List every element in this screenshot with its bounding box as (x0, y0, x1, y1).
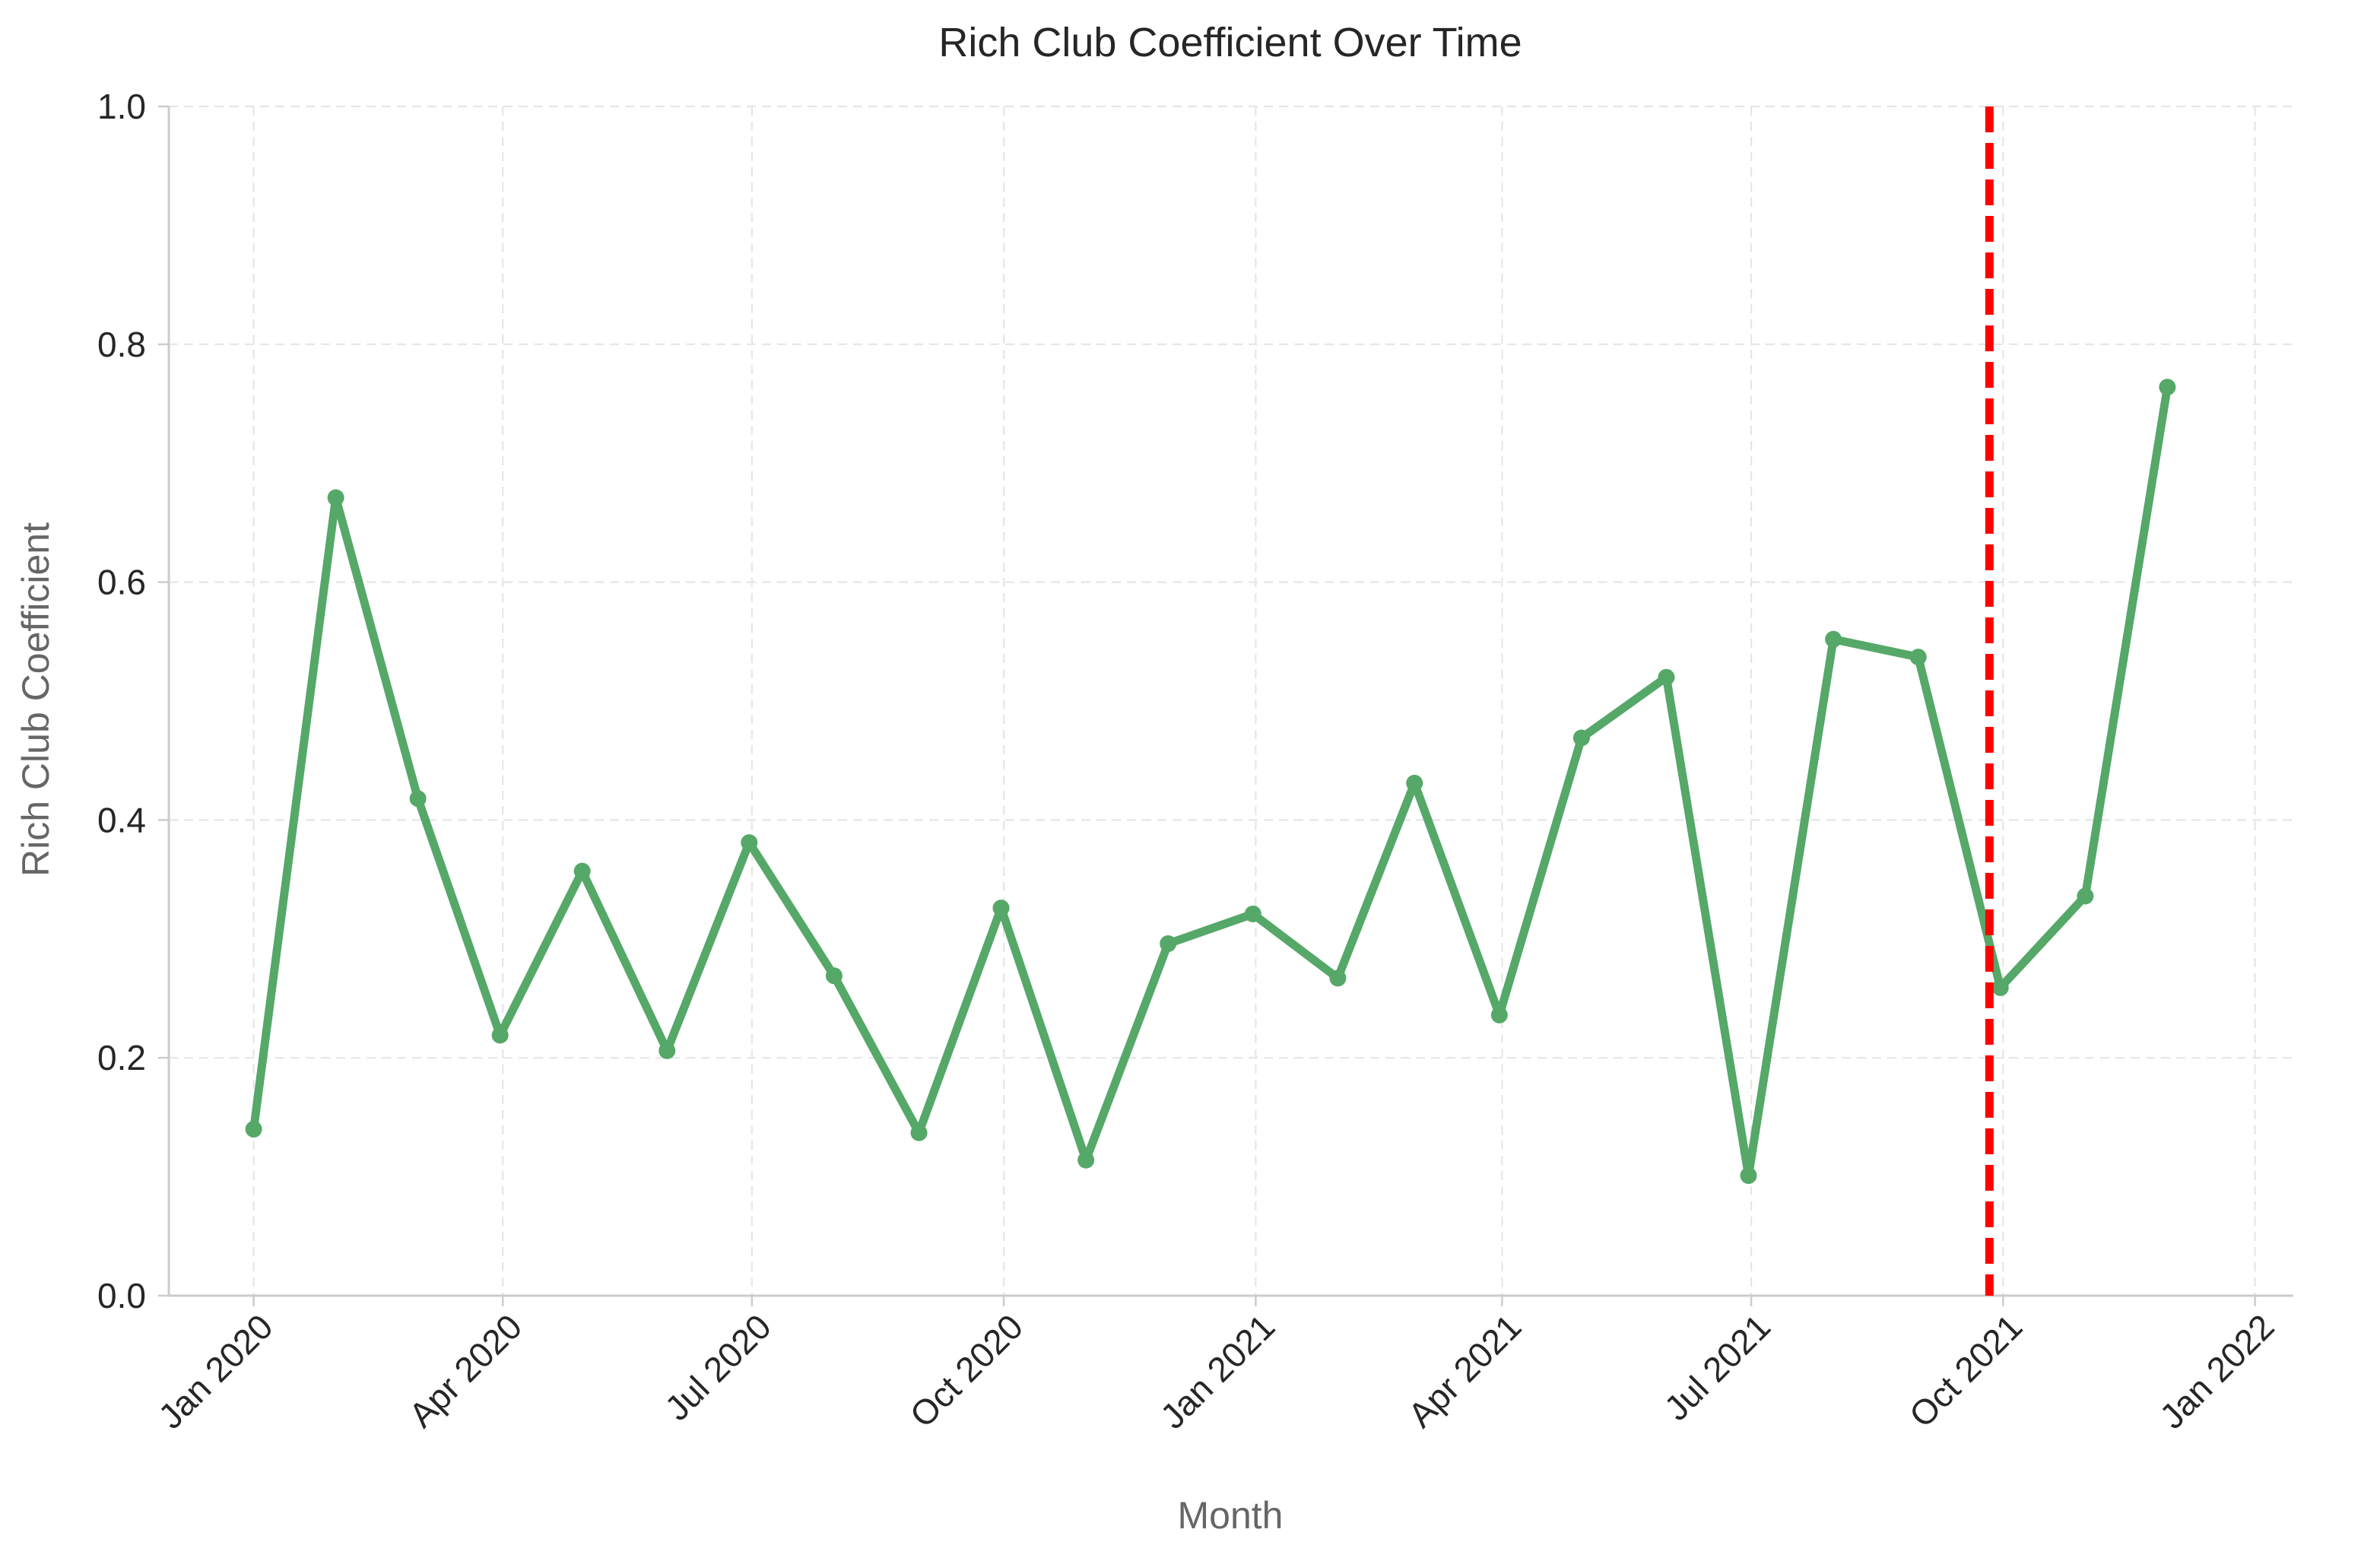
y-tick-label: 0.6 (97, 563, 146, 602)
x-tick-label: Oct 2021 (1902, 1306, 2030, 1435)
data-point (491, 1027, 509, 1044)
data-point (658, 1042, 676, 1059)
y-tick-label: 0.8 (97, 325, 146, 364)
data-point (1160, 935, 1177, 953)
x-tick-label: Oct 2020 (902, 1306, 1030, 1435)
data-point (825, 967, 843, 985)
x-tick-label: Apr 2021 (1401, 1306, 1529, 1435)
y-tick-label: 0.4 (97, 800, 146, 839)
data-point (409, 790, 427, 808)
data-point (1658, 668, 1675, 686)
y-tick-label: 0.2 (97, 1038, 146, 1077)
y-tick-label: 1.0 (97, 87, 146, 126)
x-tick-label: Apr 2020 (401, 1306, 530, 1435)
y-axis-label: Rich Club Coefficient (14, 522, 57, 877)
data-point (245, 1121, 262, 1138)
x-tick-label: Jan 2021 (1153, 1306, 1283, 1436)
x-tick-label: Jan 2020 (151, 1306, 281, 1436)
data-point (1909, 649, 1927, 666)
x-axis-ticks: Jan 2020 Apr 2020 Jul 2020 Oct 2020 Jan 2021… (151, 1296, 2282, 1436)
data-point (2077, 887, 2094, 905)
y-axis-ticks: 0.0 0.2 0.4 0.6 0.8 1.0 (97, 87, 169, 1315)
series-line (249, 382, 2172, 1180)
data-point (573, 862, 591, 880)
data-point (1572, 729, 1590, 747)
data-point (1740, 1167, 1757, 1185)
data-point (327, 489, 344, 506)
data-point (1825, 630, 1842, 648)
data-point (1406, 774, 1423, 792)
x-tick-label: Jul 2021 (1656, 1306, 1778, 1428)
data-point (910, 1124, 928, 1141)
series-layer (245, 379, 2176, 1185)
chart-title: Rich Club Coefficient Over Time (938, 20, 1522, 65)
x-tick-label: Jul 2020 (657, 1306, 779, 1428)
data-point (1490, 1006, 1508, 1023)
data-point (2159, 379, 2176, 396)
data-point (741, 834, 758, 852)
x-tick-label: Jan 2022 (2152, 1306, 2282, 1436)
data-point (1077, 1151, 1095, 1169)
x-axis-label: Month (1178, 1494, 1284, 1537)
data-point (1991, 979, 2009, 996)
y-tick-label: 0.0 (97, 1276, 146, 1315)
grid (169, 105, 2293, 1297)
axes (167, 106, 2293, 1297)
data-point (1244, 905, 1261, 922)
data-point (992, 900, 1010, 917)
data-point (1329, 969, 1347, 987)
